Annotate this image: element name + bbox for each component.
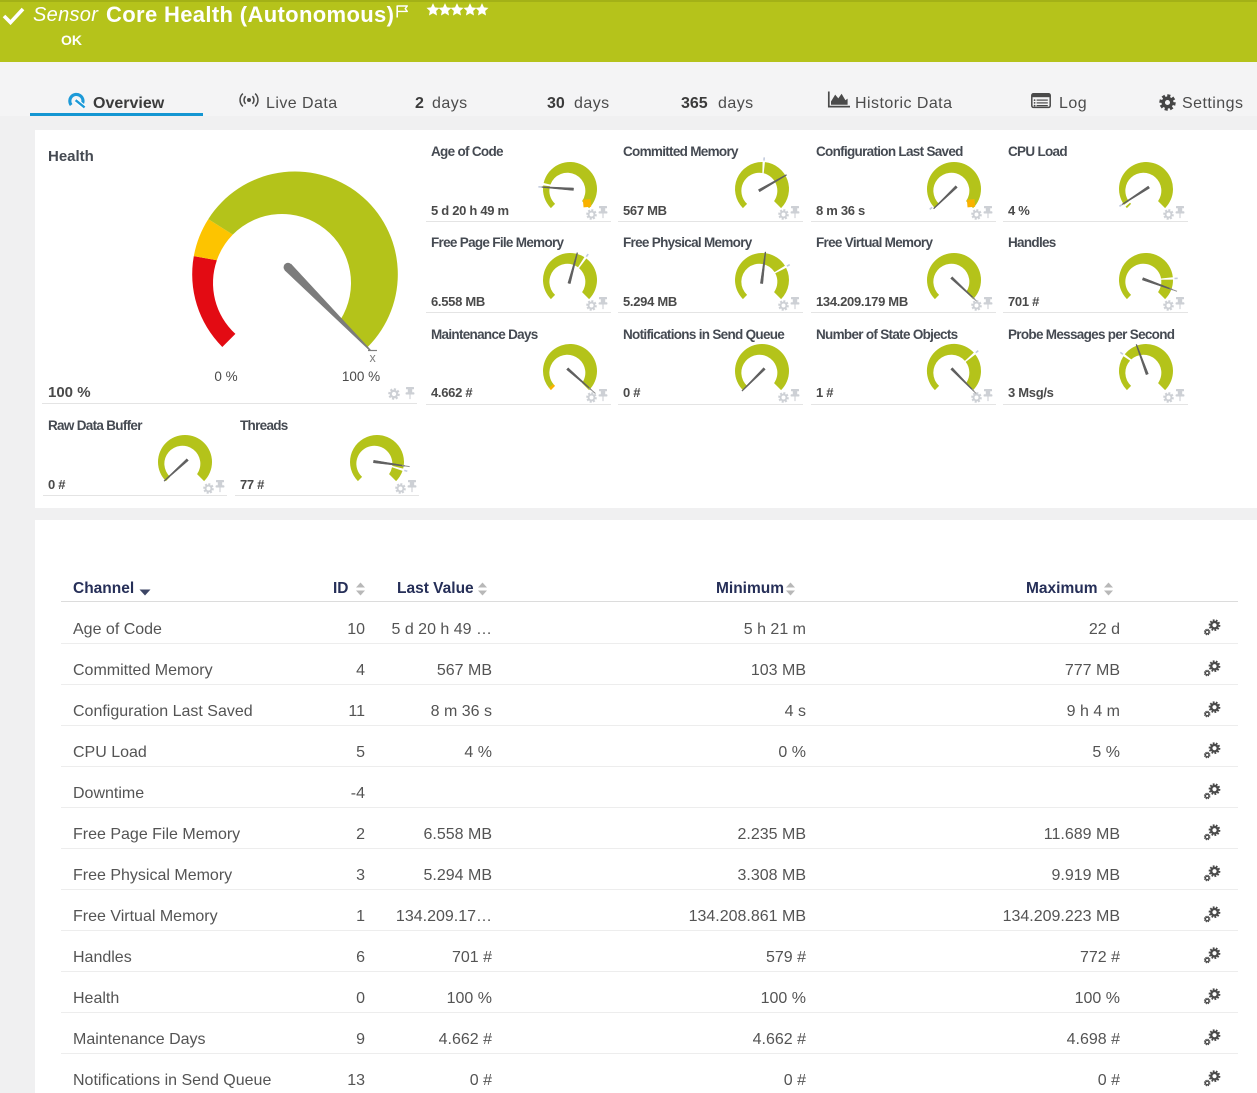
svg-text:x: x xyxy=(370,351,377,365)
